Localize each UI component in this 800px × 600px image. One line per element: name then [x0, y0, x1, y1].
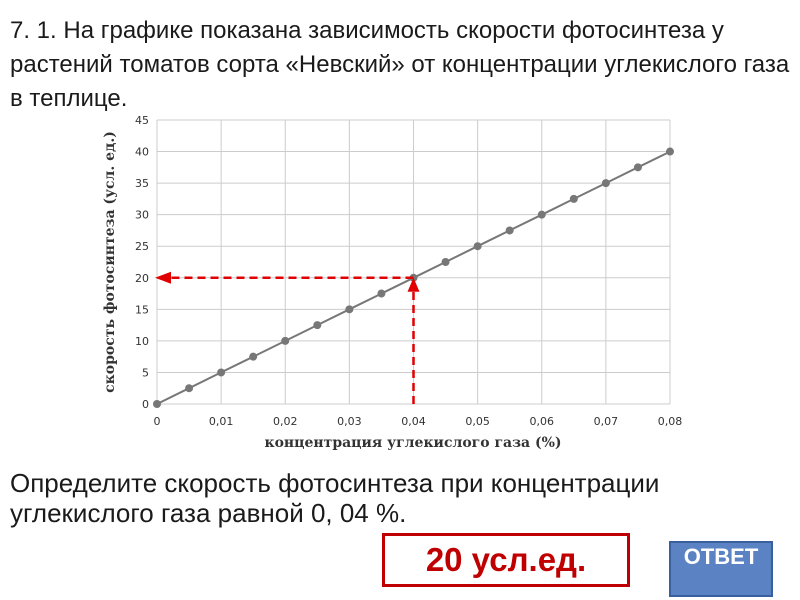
x-axis-title: концентрация углекислого газа (%): [264, 435, 561, 451]
y-tick-label: 35: [135, 177, 149, 190]
data-point: [633, 163, 642, 172]
task-title: 7. 1. На графике показана зависимость ск…: [10, 17, 790, 112]
data-point: [441, 258, 450, 266]
guide-arrow-up: [407, 277, 420, 292]
data-point: [473, 242, 482, 251]
x-tick-label: 0,02: [273, 415, 298, 428]
x-tick-label: 0,03: [337, 415, 362, 428]
data-point: [281, 336, 290, 345]
reveal-answer-label: ОТВЕТ: [683, 544, 759, 569]
question-text: Определите скорость фотосинтеза при конц…: [10, 468, 660, 528]
data-point: [217, 368, 226, 377]
guide-arrow-left: [155, 271, 171, 284]
y-tick-label: 0: [142, 398, 149, 411]
data-point: [345, 305, 354, 314]
x-tick-label: 0,05: [465, 415, 490, 428]
data-point: [185, 384, 194, 393]
y-tick-label: 20: [135, 272, 149, 285]
data-point: [601, 179, 610, 188]
data-point: [313, 321, 322, 330]
photosynthesis-chart: 0 5 10 15 20 25 30 35 40 45 0 0,01 0,02 0,03 0,04 0,05 0…: [100, 112, 700, 462]
data-point: [537, 210, 546, 219]
answer-text: 20 усл.ед.: [425, 541, 587, 578]
y-tick-label: 10: [135, 335, 149, 348]
y-tick-label: 30: [135, 209, 149, 222]
data-point: [569, 194, 578, 203]
chart-svg: 0 5 10 15 20 25 30 35 40 45 0 0,01 0,02 0,03 0,04 0,05 0…: [102, 114, 682, 451]
x-tick-label: 0,07: [594, 415, 619, 428]
answer-box: 20 усл.ед.: [382, 533, 630, 587]
y-tick-label: 25: [135, 240, 149, 253]
reveal-answer-button[interactable]: ОТВЕТ: [669, 541, 773, 597]
x-tick-label: 0,06: [530, 415, 555, 428]
y-tick-label: 40: [135, 146, 149, 159]
x-tick-label: 0,01: [209, 415, 234, 428]
y-tick-label: 5: [142, 366, 149, 379]
data-point: [153, 400, 161, 408]
data-point: [505, 226, 514, 235]
answer-guide-lines: [155, 271, 420, 404]
chart-tick-labels: 0 5 10 15 20 25 30 35 40 45 0 0,01 0,02 0,03 0,04 0,05 0…: [135, 114, 682, 428]
y-tick-label: 45: [135, 114, 149, 127]
data-point: [666, 147, 674, 156]
y-tick-label: 15: [135, 303, 149, 316]
data-point: [249, 352, 258, 361]
x-tick-label: 0,08: [658, 415, 683, 428]
x-tick-label: 0: [154, 415, 161, 428]
chart-grid: [156, 119, 671, 405]
data-point: [377, 289, 386, 298]
y-axis-title: скорость фотосинтеза (усл. ед.): [102, 131, 118, 393]
x-tick-label: 0,04: [401, 415, 426, 428]
